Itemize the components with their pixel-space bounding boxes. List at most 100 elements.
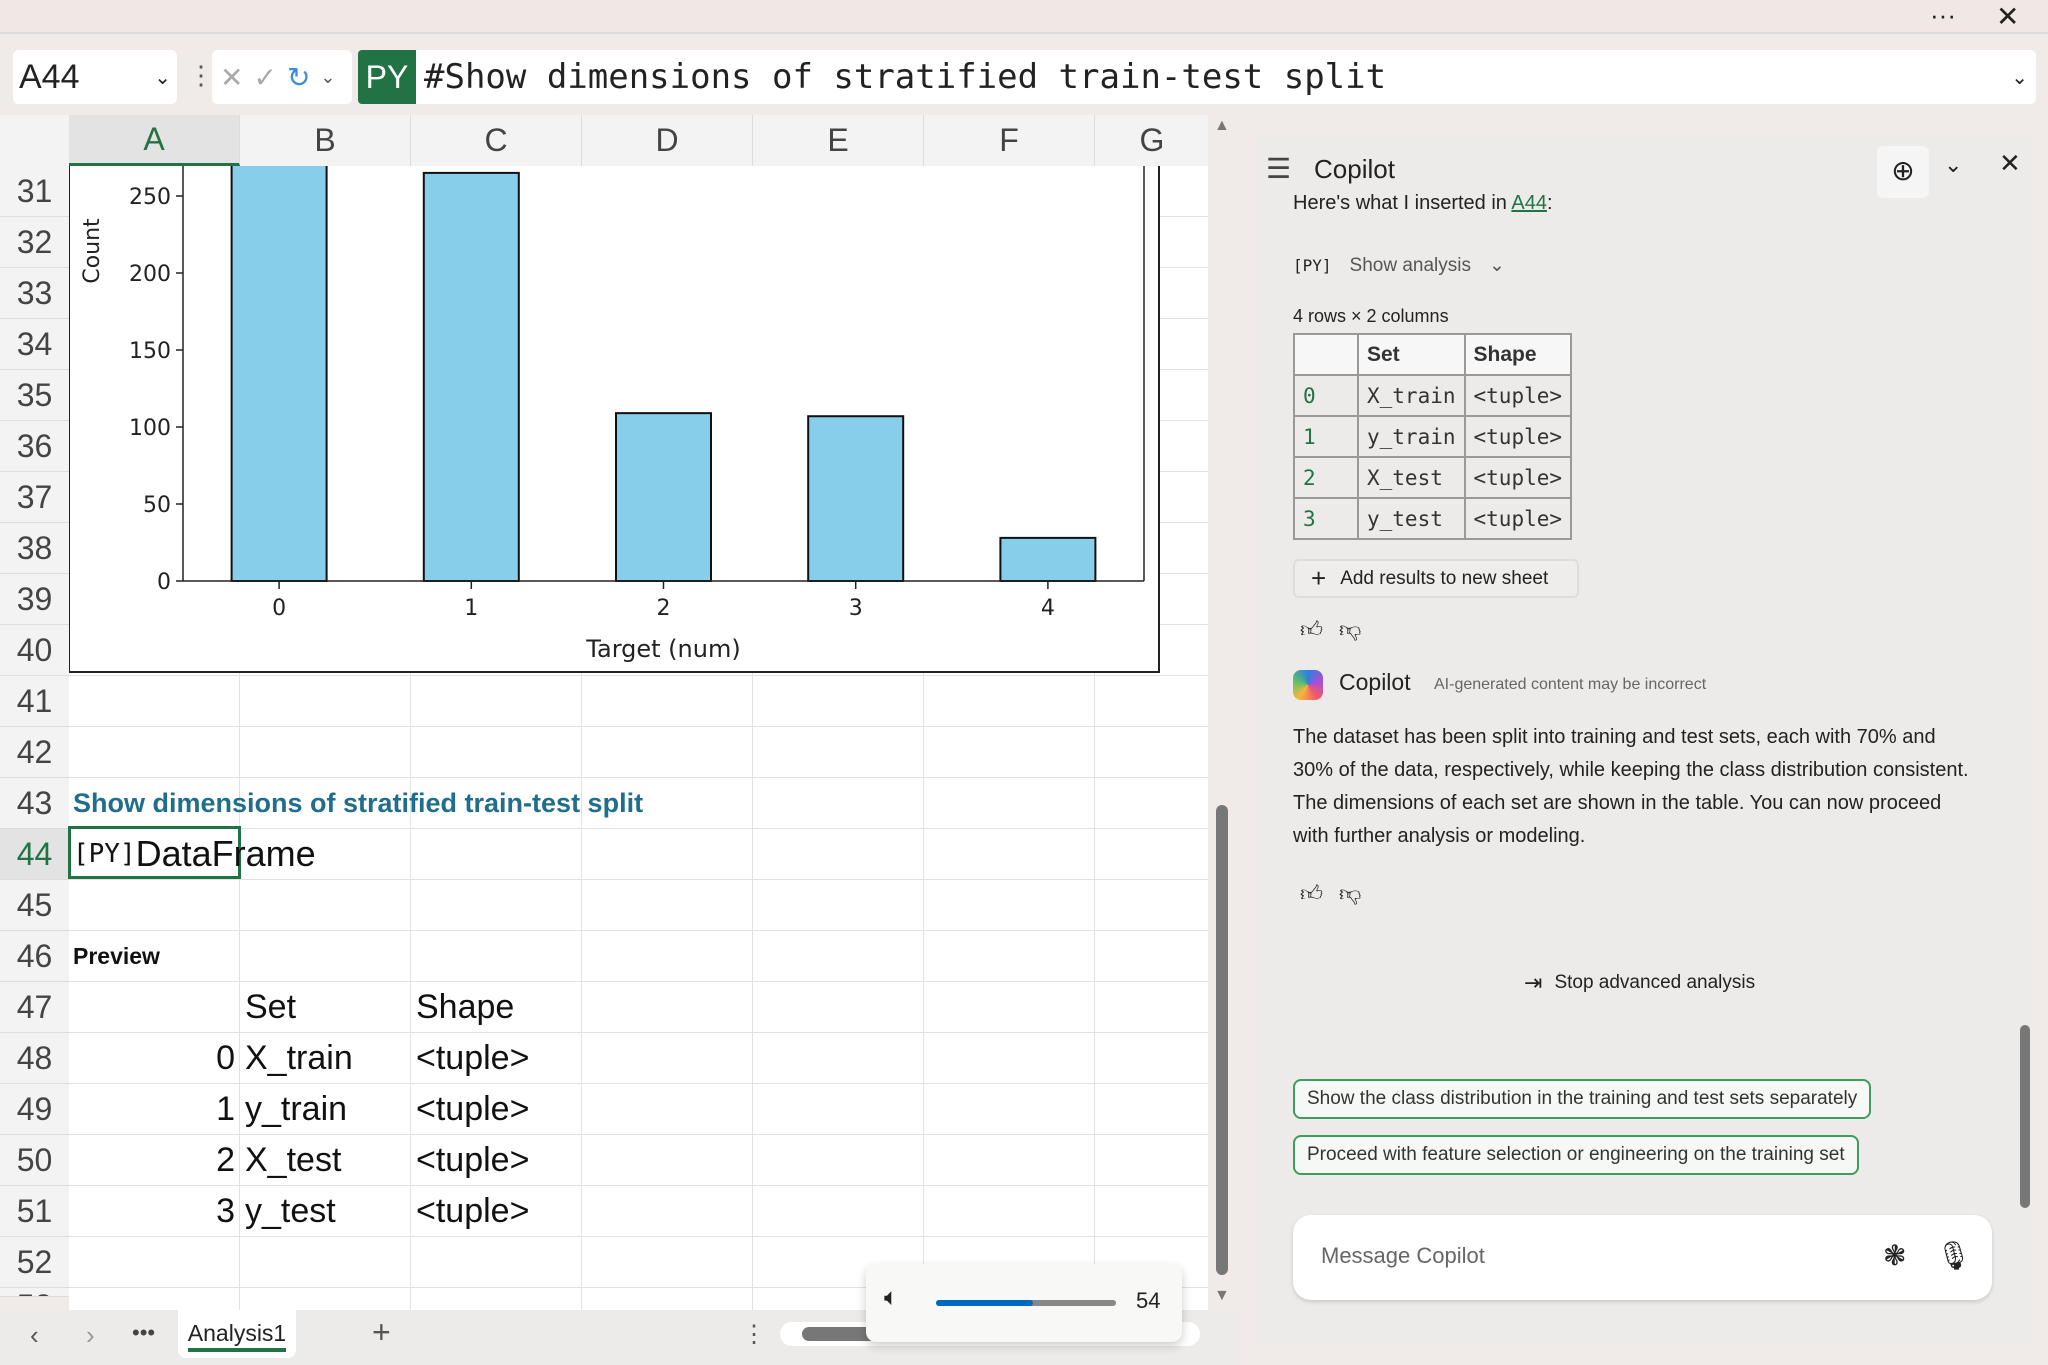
row-header-53[interactable]: 53	[0, 1288, 69, 1297]
select-all-corner[interactable]	[0, 115, 69, 166]
row-header-44[interactable]: 44	[0, 829, 69, 880]
bar-0	[230, 166, 328, 582]
add-results-button[interactable]: + Add results to new sheet	[1293, 559, 1579, 598]
vertical-scrollbar[interactable]: ▲ ▼	[1208, 115, 1238, 1310]
speaker-icon[interactable]: 🔈︎	[884, 1284, 899, 1311]
row-header-47[interactable]: 47	[0, 982, 69, 1033]
row-header-31[interactable]: 31	[0, 166, 69, 217]
thumbs-up-icon[interactable]: 👍︎	[1300, 881, 1323, 906]
column-header-F[interactable]: F	[924, 115, 1095, 166]
confirm-icon[interactable]: ✓	[253, 61, 277, 93]
microphone-icon[interactable]: 🎙︎	[1936, 1240, 1972, 1271]
row-header-45[interactable]: 45	[0, 880, 69, 931]
stop-analysis-button[interactable]: ⇥ Stop advanced analysis	[1524, 970, 1755, 996]
table-header-cell: Set	[1357, 333, 1466, 376]
x-axis-label: Target (num)	[585, 635, 740, 663]
column-header-D[interactable]: D	[582, 115, 753, 166]
cell-a43[interactable]: Show dimensions of stratified train-test…	[73, 788, 644, 818]
row-header-51[interactable]: 51	[0, 1186, 69, 1237]
cell-set[interactable]: X_train	[245, 1039, 353, 1077]
add-sheet-button[interactable]: +	[372, 1314, 391, 1350]
more-options-icon[interactable]: ···	[1930, 0, 1956, 30]
formula-input[interactable]: #Show dimensions of stratified train-tes…	[416, 50, 2036, 104]
more-vertical-icon[interactable]: ⋮	[188, 60, 214, 90]
suggestion-chip[interactable]: Show the class distribution in the train…	[1293, 1079, 1872, 1119]
suggestion-chip[interactable]: Proceed with feature selection or engine…	[1293, 1135, 1859, 1175]
more-sheets-icon[interactable]: •••	[132, 1320, 156, 1345]
thumbs-up-icon[interactable]: 👍︎	[1300, 617, 1323, 642]
cell-a44[interactable]: [PY] DataFrame	[73, 828, 316, 879]
vertical-scroll-thumb[interactable]	[1216, 805, 1228, 1275]
table-header-cell: Shape	[1463, 333, 1573, 376]
table-caption: 4 rows × 2 columns	[1293, 306, 1449, 326]
prompt-guide-icon[interactable]: ❃	[1883, 1240, 1907, 1271]
row-header-34[interactable]: 34	[0, 319, 69, 370]
cell-index[interactable]: 2	[216, 1141, 235, 1179]
scroll-up-icon[interactable]: ▲	[1214, 117, 1230, 134]
row-header-46[interactable]: 46	[0, 931, 69, 982]
pane-scrollbar[interactable]	[2020, 1025, 2030, 1208]
row-header-43[interactable]: 43	[0, 778, 69, 829]
menu-icon[interactable]: ☰	[1266, 153, 1292, 184]
prev-sheet-icon[interactable]: ‹	[30, 1320, 39, 1350]
next-sheet-icon[interactable]: ›	[86, 1320, 95, 1350]
show-analysis-toggle[interactable]: [PY] Show analysis ⌄	[1293, 254, 1505, 277]
expand-formula-icon[interactable]: ⌄	[2011, 66, 2028, 89]
column-header-E[interactable]: E	[753, 115, 924, 166]
column-header-B[interactable]: B	[240, 115, 411, 166]
cell-index[interactable]: 3	[216, 1192, 235, 1230]
volume-slider[interactable]	[936, 1300, 1116, 1306]
cell-index[interactable]: 0	[216, 1039, 235, 1077]
cell-index[interactable]: 1	[216, 1090, 235, 1128]
thumbs-down-icon[interactable]: 👎︎	[1339, 617, 1362, 642]
row-header-40[interactable]: 40	[0, 625, 69, 676]
ai-disclaimer: AI-generated content may be incorrect	[1434, 676, 1707, 693]
cell-set[interactable]: y_train	[245, 1090, 348, 1128]
chevron-down-icon[interactable]: ⌄	[1944, 152, 1963, 177]
more-vertical-icon[interactable]: ⋮	[742, 1321, 766, 1348]
row-header-37[interactable]: 37	[0, 472, 69, 523]
cell-set[interactable]: y_test	[245, 1192, 336, 1230]
thumbs-down-icon[interactable]: 👎︎	[1339, 881, 1362, 906]
cell-shape[interactable]: <tuple>	[416, 1039, 530, 1077]
row-header-38[interactable]: 38	[0, 523, 69, 574]
new-chat-button[interactable]: ⊕	[1877, 146, 1929, 198]
cell-b47[interactable]: Set	[245, 988, 297, 1026]
cell-shape[interactable]: <tuple>	[416, 1192, 530, 1230]
horizontal-scroll-thumb[interactable]	[802, 1327, 882, 1341]
cell-shape[interactable]: <tuple>	[416, 1090, 530, 1128]
row-header-52[interactable]: 52	[0, 1237, 69, 1288]
y-tick-label: 150	[129, 339, 171, 364]
y-tick-label: 50	[143, 493, 171, 518]
cell-a46[interactable]: Preview	[73, 943, 160, 969]
name-box[interactable]: A44 ⌄	[13, 50, 177, 104]
chevron-down-icon[interactable]: ⌄	[320, 66, 336, 87]
row-header-35[interactable]: 35	[0, 370, 69, 421]
row-header-41[interactable]: 41	[0, 676, 69, 727]
scroll-down-icon[interactable]: ▼	[1214, 1287, 1230, 1304]
column-header-G[interactable]: G	[1095, 115, 1210, 166]
cell-reference-link[interactable]: A44	[1511, 192, 1547, 214]
active-cell-a44[interactable]	[68, 826, 241, 879]
row-header-48[interactable]: 48	[0, 1033, 69, 1084]
message-input[interactable]: Message Copilot ❃ 🎙︎	[1293, 1215, 1992, 1300]
cell-shape[interactable]: <tuple>	[416, 1141, 530, 1179]
row-header-39[interactable]: 39	[0, 574, 69, 625]
close-window-icon[interactable]: ✕	[1996, 1, 2020, 32]
row-header-49[interactable]: 49	[0, 1084, 69, 1135]
cell-set[interactable]: X_test	[245, 1141, 342, 1179]
column-header-C[interactable]: C	[411, 115, 582, 166]
row-header-36[interactable]: 36	[0, 421, 69, 472]
row-header-32[interactable]: 32	[0, 217, 69, 268]
cancel-icon[interactable]: ✕	[220, 61, 244, 93]
cell-c47[interactable]: Shape	[416, 988, 515, 1026]
close-pane-icon[interactable]: ✕	[1999, 148, 2021, 178]
row-header-33[interactable]: 33	[0, 268, 69, 319]
sheet-tab-analysis1[interactable]: Analysis1	[178, 1310, 296, 1358]
bar-chart: 0 1 2 3 4 0 50 100 150 200 250 Target (num) Count	[69, 166, 1160, 673]
row-header-42[interactable]: 42	[0, 727, 69, 778]
volume-slider-fill	[936, 1300, 1034, 1306]
python-output-icon[interactable]: ↻	[286, 61, 311, 93]
row-header-50[interactable]: 50	[0, 1135, 69, 1186]
column-header-A[interactable]: A	[69, 115, 240, 166]
